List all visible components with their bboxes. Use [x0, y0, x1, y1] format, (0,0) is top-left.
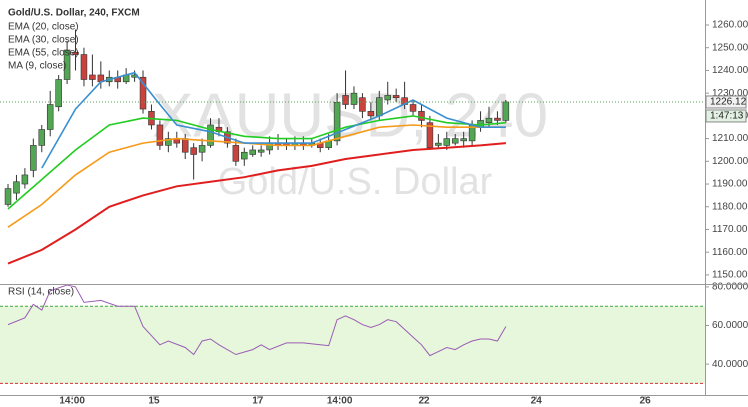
x-tick-label: 22 — [418, 396, 430, 407]
candle-body — [502, 101, 510, 121]
legend-entry: EMA (20, close) — [8, 22, 79, 33]
candle-body — [72, 51, 79, 55]
indicator-line — [7, 124, 506, 228]
candle-body — [190, 147, 197, 155]
y-tick-label: 1250.00 — [712, 42, 748, 53]
watermark-name: Gold/U.S. Dollar — [218, 161, 493, 203]
candle-body — [241, 151, 248, 160]
candle-body — [384, 95, 391, 101]
candle-body — [418, 111, 425, 121]
y-tick-label: 80.0000 — [712, 282, 748, 293]
candle-body — [207, 124, 214, 146]
y-tick-label: 1260.00 — [712, 20, 748, 31]
rsi-band — [0, 306, 705, 384]
y-tick-label: 1230.00 — [712, 88, 748, 99]
candle-body — [198, 145, 206, 153]
candle-body — [443, 138, 451, 146]
candle-body — [139, 76, 147, 110]
chart-title: Gold/U.S. Dollar, 240, FXCM — [8, 8, 140, 19]
candle-body — [333, 101, 341, 142]
plot-layer: 1150.00 1160.00 1170.00 1180.00 1190.00 1200.… — [0, 20, 748, 407]
y-tick-label: 1190.00 — [712, 179, 748, 190]
candle-body — [232, 145, 240, 162]
y-tick-label: 1170.00 — [712, 224, 748, 235]
candle-body — [392, 95, 400, 98]
y-tick-label: 1160.00 — [712, 247, 748, 258]
candle-body — [4, 188, 12, 205]
countdown-box — [705, 109, 747, 123]
indicator-line — [7, 142, 506, 265]
candle-body — [350, 92, 358, 105]
x-tick-label: 24 — [531, 396, 543, 407]
candle-body — [38, 129, 46, 146]
candle-body — [460, 138, 467, 142]
indicator-line — [7, 115, 506, 210]
candle-body — [165, 138, 172, 146]
legend-entry: EMA (55, close) — [8, 48, 79, 59]
x-tick-label: 14:00 — [59, 396, 85, 407]
candle-body — [485, 117, 493, 123]
candle-body — [409, 104, 417, 112]
candle-body — [367, 111, 375, 117]
candle-body — [342, 95, 349, 105]
candle-body — [156, 124, 164, 146]
y-tick-label: 1180.00 — [712, 201, 748, 212]
candle-body — [249, 149, 256, 155]
candle-body — [451, 138, 459, 144]
candle-body — [359, 97, 366, 112]
x-tick-label: 15 — [148, 396, 160, 407]
candle-body — [80, 54, 88, 80]
y-tick-label: 1150.00 — [712, 270, 748, 281]
candle-body — [46, 104, 54, 130]
legend-entry: MA (9, close) — [8, 61, 66, 72]
y-tick-label: 40.0000 — [712, 359, 748, 370]
candle-body — [21, 174, 29, 185]
candle-body — [494, 117, 501, 121]
candle-body — [435, 142, 442, 146]
candle-body — [13, 181, 20, 194]
candle-body — [376, 97, 383, 117]
x-tick-label: 26 — [640, 396, 652, 407]
watermark-symbol: XAUUSD, 240 — [152, 81, 548, 150]
candle-body — [89, 74, 96, 80]
candle-body — [63, 49, 71, 80]
y-tick-label: 60.0000 — [712, 320, 748, 331]
countdown-label: 1:47:13 — [710, 111, 744, 122]
candle-body — [30, 145, 37, 171]
candle-body — [257, 149, 265, 153]
rsi-title: RSI (14, close) — [8, 287, 74, 298]
indicator-line — [41, 71, 506, 169]
candle-body — [55, 79, 62, 108]
y-tick-label: 1210.00 — [712, 133, 748, 144]
candle-body — [426, 122, 434, 148]
y-tick-label: 1240.00 — [712, 65, 748, 76]
x-tick-label: 17 — [252, 396, 264, 407]
x-tick-label: 14:00 — [327, 396, 353, 407]
y-tick-label: 1200.00 — [712, 156, 748, 167]
last-price-box — [705, 95, 747, 109]
candle-body — [181, 138, 189, 153]
legend-entry: EMA (30, close) — [8, 35, 79, 46]
last-price-label: 1226.12 — [710, 97, 747, 108]
rsi-line — [7, 284, 507, 357]
